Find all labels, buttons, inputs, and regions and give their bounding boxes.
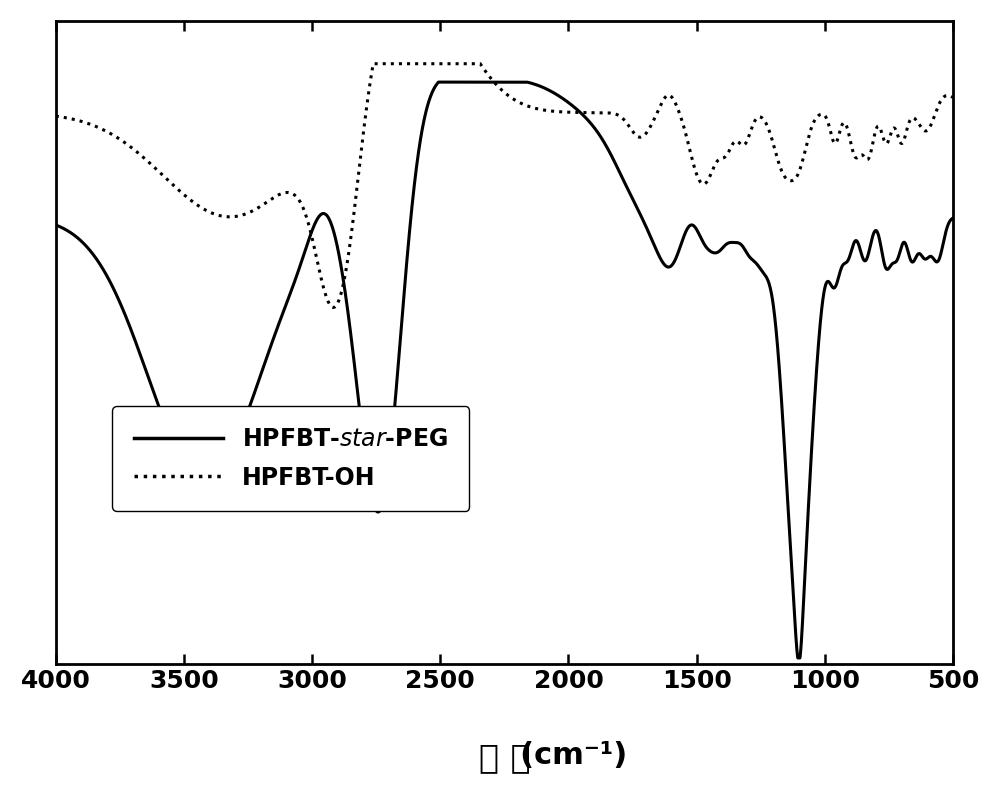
Text: 波 数: 波 数: [479, 741, 530, 774]
Text: (cm⁻¹): (cm⁻¹): [382, 741, 627, 770]
Legend: HPFBT-$\it{star}$-PEG, HPFBT-OH: HPFBT-$\it{star}$-PEG, HPFBT-OH: [112, 406, 469, 511]
